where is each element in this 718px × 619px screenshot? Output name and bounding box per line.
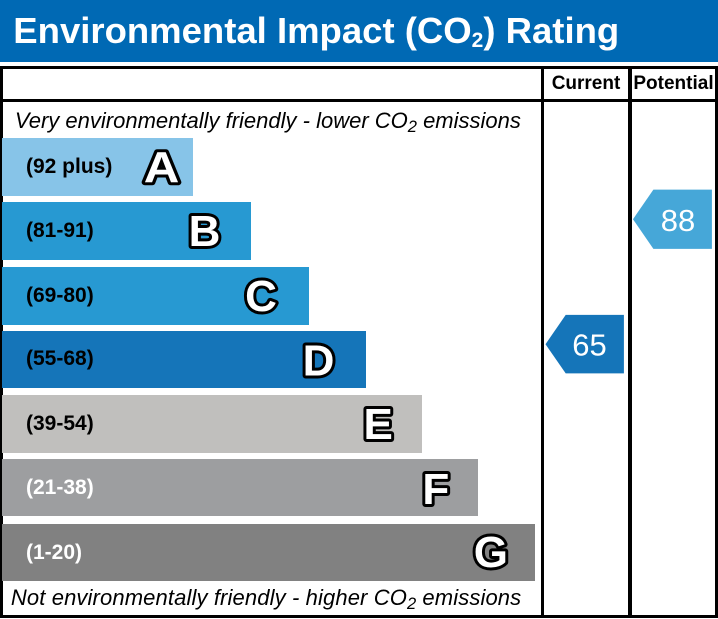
svg-text:F: F xyxy=(422,465,449,514)
svg-text:E: E xyxy=(364,400,393,449)
svg-text:65: 65 xyxy=(572,327,606,362)
svg-text:C: C xyxy=(245,272,277,321)
svg-text:D: D xyxy=(303,337,335,386)
svg-text:A: A xyxy=(144,143,180,192)
svg-text:G: G xyxy=(474,528,508,577)
svg-text:B: B xyxy=(189,207,221,256)
svg-text:88: 88 xyxy=(661,203,695,238)
